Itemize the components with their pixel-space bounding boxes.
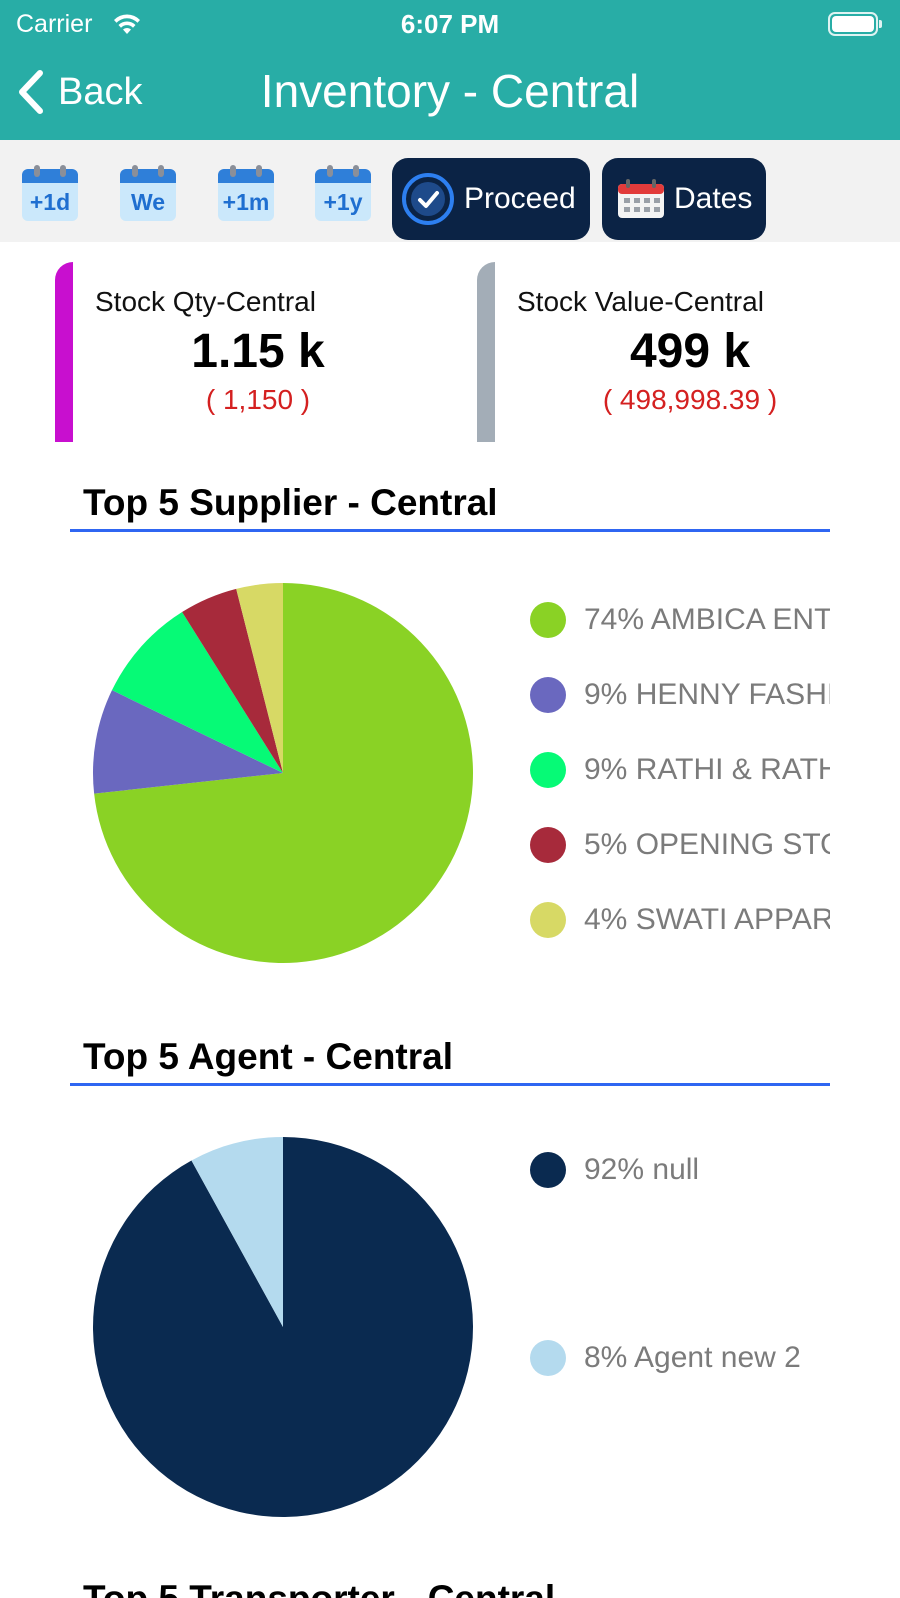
pie-slice <box>182 588 283 773</box>
legend-item: 74% AMBICA ENTERPRISE <box>530 600 830 640</box>
plus-one-day-button[interactable]: +1d <box>20 165 80 223</box>
legend-swatch <box>530 1152 566 1188</box>
legend-label: 92% null <box>584 1153 700 1186</box>
agent-section-title: Top 5 Agent - Central <box>83 1036 453 1077</box>
agent-pie-chart <box>92 1137 474 1517</box>
plus-one-year-button[interactable]: +1y <box>313 165 373 223</box>
battery-icon <box>828 12 882 36</box>
pie-slice <box>236 583 283 773</box>
wifi-icon <box>114 14 140 34</box>
proceed-button-label: Proceed <box>464 182 576 215</box>
legend-swatch <box>530 677 566 713</box>
legend-item: 9% HENNY FASHION <box>530 675 830 715</box>
chevron-left-icon <box>19 70 43 114</box>
legend-item: 92% null <box>530 1150 830 1190</box>
status-bar: Carrier 6:07 PM <box>0 0 900 48</box>
kpi-label: Stock Value-Central <box>517 286 764 317</box>
section-divider <box>70 1083 830 1086</box>
section-divider <box>70 529 830 532</box>
supplier-section-title: Top 5 Supplier - Central <box>83 482 498 523</box>
pie-slice <box>94 583 474 963</box>
transporter-section-title: Top 5 Transporter - Central <box>83 1578 555 1598</box>
pie-slice <box>93 690 283 794</box>
dates-button-label: Dates <box>674 182 753 215</box>
legend-swatch <box>530 827 566 863</box>
pie-slice <box>191 1137 283 1327</box>
app-header: Carrier 6:07 PM Back Inventory - Central <box>0 0 900 140</box>
legend-label: 8% Agent new 2 <box>584 1341 801 1374</box>
kpi-label: Stock Qty-Central <box>95 286 316 317</box>
kpi-card-stock-qty: Stock Qty-Central 1.15 k ( 1,150 ) <box>55 262 425 442</box>
carrier-label: Carrier <box>16 10 93 38</box>
legend-swatch <box>530 902 566 938</box>
agent-pie-legend: 92% null 8% Agent new 2 <box>530 1150 830 1390</box>
kpi-accent-bar <box>477 262 495 442</box>
legend-label: 74% AMBICA ENTERPRISE <box>584 603 830 636</box>
legend-label: 4% SWATI APPAREL <box>584 903 830 936</box>
back-button-label: Back <box>58 70 143 113</box>
supplier-pie-chart <box>93 583 474 963</box>
legend-label: 5% OPENING STOCK <box>584 828 830 861</box>
date-toolbar: +1d We +1m +1y Proceed <box>0 140 900 242</box>
legend-item: 8% Agent new 2 <box>530 1338 830 1378</box>
kpi-card-stock-value: Stock Value-Central 499 k ( 498,998.39 ) <box>477 262 877 442</box>
proceed-button[interactable]: Proceed <box>392 158 590 240</box>
kpi-accent-bar <box>55 262 73 442</box>
legend-swatch <box>530 752 566 788</box>
legend-item: 4% SWATI APPAREL <box>530 900 830 940</box>
supplier-pie-legend: 74% AMBICA ENTERPRISE 9% HENNY FASHION 9% … <box>530 600 830 960</box>
legend-item: 5% OPENING STOCK <box>530 825 830 865</box>
legend-label: 9% HENNY FASHION <box>584 678 830 711</box>
kpi-raw-value: ( 498,998.39 ) <box>602 384 778 415</box>
page-title: Inventory - Central <box>260 65 640 117</box>
pie-slice <box>92 1137 474 1517</box>
week-button[interactable]: We <box>118 165 178 223</box>
legend-swatch <box>530 1340 566 1376</box>
plus-one-month-button[interactable]: +1m <box>216 165 276 223</box>
legend-swatch <box>530 602 566 638</box>
check-circle-icon <box>402 173 454 225</box>
kpi-raw-value: ( 1,150 ) <box>205 384 311 415</box>
pie-slice <box>111 612 283 773</box>
kpi-value: 499 k <box>629 325 751 378</box>
dates-button[interactable]: Dates <box>602 158 766 240</box>
back-button[interactable]: Back <box>16 66 142 118</box>
legend-item: 9% RATHI & RATHI <box>530 750 830 790</box>
legend-label: 9% RATHI & RATHI <box>584 753 830 786</box>
kpi-value: 1.15 k <box>191 325 325 378</box>
status-time: 6:07 PM <box>400 9 500 39</box>
calendar-icon <box>618 179 664 218</box>
